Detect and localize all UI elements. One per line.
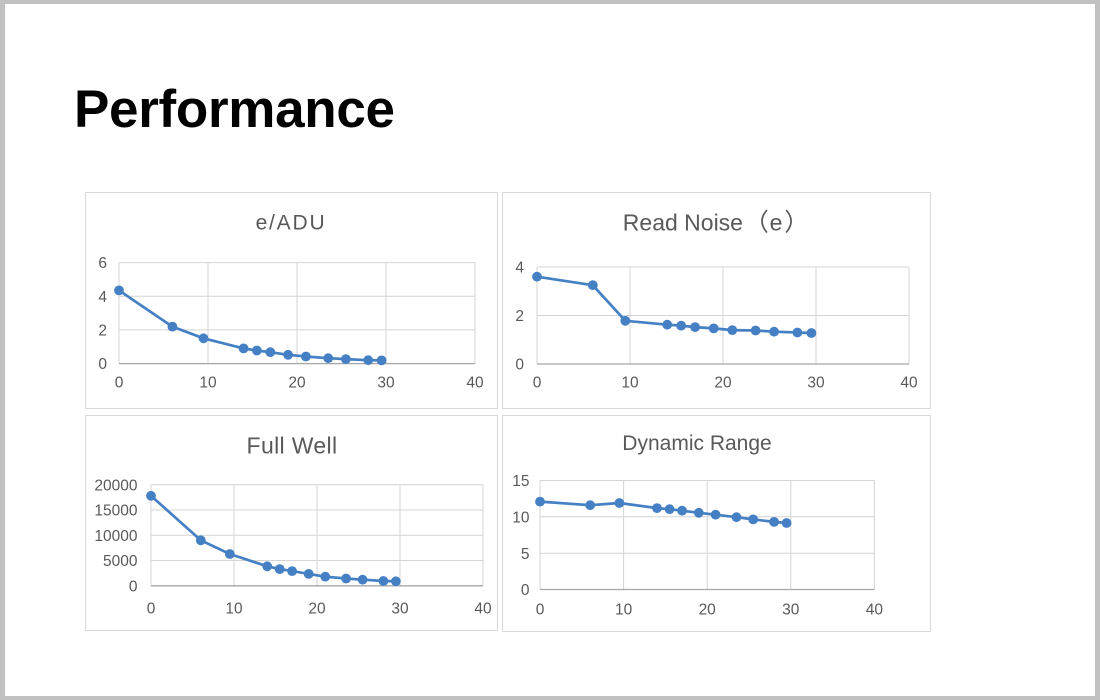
svg-text:0: 0 bbox=[98, 356, 107, 373]
svg-text:Dynamic Range: Dynamic Range bbox=[622, 432, 771, 455]
svg-text:5000: 5000 bbox=[103, 553, 138, 570]
svg-text:15000: 15000 bbox=[94, 503, 137, 520]
svg-text:4: 4 bbox=[515, 260, 524, 277]
svg-text:30: 30 bbox=[807, 375, 825, 392]
svg-text:2: 2 bbox=[98, 323, 107, 340]
svg-text:Read Noise: Read Noise bbox=[623, 210, 743, 236]
svg-text:0: 0 bbox=[521, 582, 530, 599]
svg-text:30: 30 bbox=[391, 601, 409, 618]
svg-text:0: 0 bbox=[129, 578, 138, 595]
svg-text:e/ADU: e/ADU bbox=[256, 212, 327, 235]
svg-text:10: 10 bbox=[512, 509, 530, 526]
svg-text:10: 10 bbox=[621, 375, 639, 392]
svg-text:10: 10 bbox=[615, 602, 633, 619]
svg-text:e: e bbox=[770, 210, 783, 236]
svg-text:20000: 20000 bbox=[94, 477, 137, 494]
svg-text:0: 0 bbox=[147, 601, 156, 618]
svg-text:10: 10 bbox=[199, 375, 217, 392]
svg-text:20: 20 bbox=[714, 375, 732, 392]
svg-text:10000: 10000 bbox=[94, 528, 137, 545]
svg-text:0: 0 bbox=[533, 375, 542, 392]
svg-text:30: 30 bbox=[377, 375, 395, 392]
svg-text:40: 40 bbox=[900, 375, 918, 392]
svg-text:20: 20 bbox=[699, 602, 717, 619]
svg-text:2: 2 bbox=[515, 308, 524, 325]
svg-text:0: 0 bbox=[115, 375, 124, 392]
svg-text:20: 20 bbox=[308, 601, 326, 618]
svg-text:40: 40 bbox=[474, 601, 492, 618]
svg-text:15: 15 bbox=[512, 473, 529, 490]
svg-text:Full Well: Full Well bbox=[247, 432, 338, 458]
svg-text:6: 6 bbox=[98, 255, 107, 272]
svg-text:0: 0 bbox=[536, 602, 545, 619]
svg-text:30: 30 bbox=[782, 602, 800, 619]
svg-text:4: 4 bbox=[98, 289, 107, 306]
svg-text:5: 5 bbox=[521, 546, 530, 563]
svg-text:20: 20 bbox=[288, 375, 306, 392]
svg-text:10: 10 bbox=[225, 601, 243, 618]
svg-text:0: 0 bbox=[515, 357, 524, 374]
svg-text:40: 40 bbox=[866, 602, 884, 619]
svg-text:40: 40 bbox=[466, 375, 484, 392]
